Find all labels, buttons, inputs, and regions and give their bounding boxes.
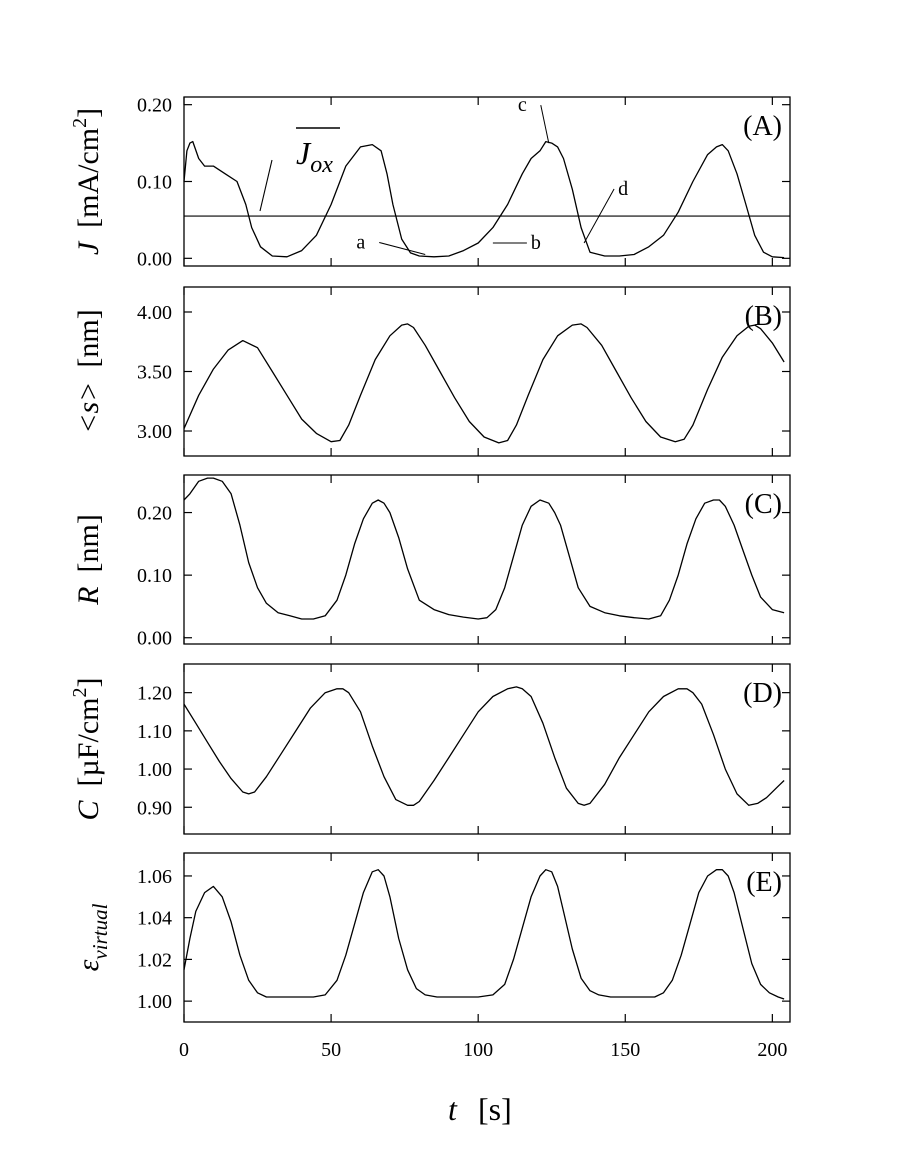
reference-pointer <box>259 159 273 212</box>
y-axis-label-symbol: R <box>72 587 105 606</box>
plot-frame <box>183 852 791 1023</box>
plot-frame <box>183 96 791 267</box>
series-line <box>183 869 785 1000</box>
annotation-leader <box>583 188 615 244</box>
y-axis-label-symbol: ε <box>72 959 105 971</box>
annotation-label: b <box>531 232 541 254</box>
panel-c: 0.00 0.10 0.20 (C) R [nm] <box>72 474 791 650</box>
y-tick-label: 0.90 <box>137 797 172 819</box>
series-line <box>183 323 785 444</box>
y-axis-label: εvirtual <box>72 903 112 971</box>
y-axis-label-sup: 2 <box>69 118 91 128</box>
y-axis-label-unit: [nm] <box>72 514 105 572</box>
panel-a: 0.00 0.10 0.20 Jox a b c d (A) J [mA/cm2] <box>69 94 791 270</box>
panel-label: (E) <box>746 867 782 898</box>
y-tick-label: 4.00 <box>137 302 172 324</box>
y-tick-label: 0.20 <box>137 95 172 117</box>
y-axis-label: <s> [nm] <box>72 309 105 434</box>
y-axis-label-sup: 2 <box>69 688 91 698</box>
y-tick-label: 3.50 <box>137 362 172 384</box>
y-tick-label: 1.06 <box>137 866 172 888</box>
y-tick-label: 0.10 <box>137 172 172 194</box>
y-axis-label: J [mA/cm2] <box>69 108 105 255</box>
panel-label: (D) <box>743 678 782 709</box>
y-axis-label-unit: [mA/cm <box>72 128 105 228</box>
y-axis-label-sub: virtual <box>88 903 112 959</box>
y-axis-label-symbol: C <box>72 799 105 820</box>
y-tick-label: 1.20 <box>137 683 172 705</box>
plot-frame <box>183 663 791 835</box>
y-axis-label: C [µF/cm2] <box>69 678 105 821</box>
plot-frame <box>183 474 791 645</box>
x-tick-label: 100 <box>463 1039 493 1061</box>
x-tick-label: 200 <box>757 1039 787 1061</box>
reference-label: Jox <box>296 135 333 178</box>
y-tick-label: 0.00 <box>137 248 172 270</box>
y-axis-label-close: ] <box>72 678 105 688</box>
annotation-label: d <box>618 178 628 200</box>
x-tick-label: 150 <box>610 1039 640 1061</box>
reference-label-sub: ox <box>310 152 333 178</box>
annotation-leader <box>379 241 426 255</box>
y-tick-label: 0.00 <box>137 628 172 650</box>
annotation-label: a <box>356 231 365 253</box>
panel-label: (C) <box>745 489 782 520</box>
panel-b: 3.00 3.50 4.00 (B) <s> [nm] <box>72 286 791 457</box>
y-tick-label: 1.00 <box>137 991 172 1013</box>
panel-e: 1.00 1.02 1.04 1.06 (E) εvirtual 0 50 100 150 200 <box>72 852 791 1061</box>
annotation-label: c <box>518 94 527 116</box>
y-axis-label-symbol: J <box>72 240 105 255</box>
series-line <box>183 477 785 620</box>
y-tick-label: 0.20 <box>137 503 172 525</box>
panel-label: (B) <box>745 301 782 332</box>
plot-frame <box>183 286 791 457</box>
y-axis-label-close: ] <box>72 108 105 118</box>
annotation-leader <box>540 104 550 144</box>
panel-label: (A) <box>743 111 782 142</box>
y-axis-label-unit: [nm] <box>72 309 105 367</box>
y-tick-label: 1.10 <box>137 721 172 743</box>
y-tick-label: 1.04 <box>137 908 172 930</box>
y-axis-label-symbol: <s> <box>72 382 105 434</box>
y-tick-label: 3.00 <box>137 421 172 443</box>
series-line <box>183 140 785 259</box>
series-line <box>183 686 785 806</box>
x-tick-label: 50 <box>321 1039 341 1061</box>
y-tick-label: 0.10 <box>137 565 172 587</box>
y-axis-label-unit: [µF/cm <box>72 698 105 787</box>
x-tick-label: 0 <box>179 1039 189 1061</box>
y-tick-label: 1.00 <box>137 759 172 781</box>
x-axis-label-unit: [s] <box>478 1091 512 1127</box>
x-axis-label-symbol: t <box>448 1091 458 1127</box>
y-tick-label: 1.02 <box>137 949 172 971</box>
reference-label-main: J <box>296 135 312 171</box>
panel-d: 0.90 1.00 1.10 1.20 (D) C [µF/cm2] <box>69 663 791 835</box>
y-axis-label: R [nm] <box>72 514 105 606</box>
